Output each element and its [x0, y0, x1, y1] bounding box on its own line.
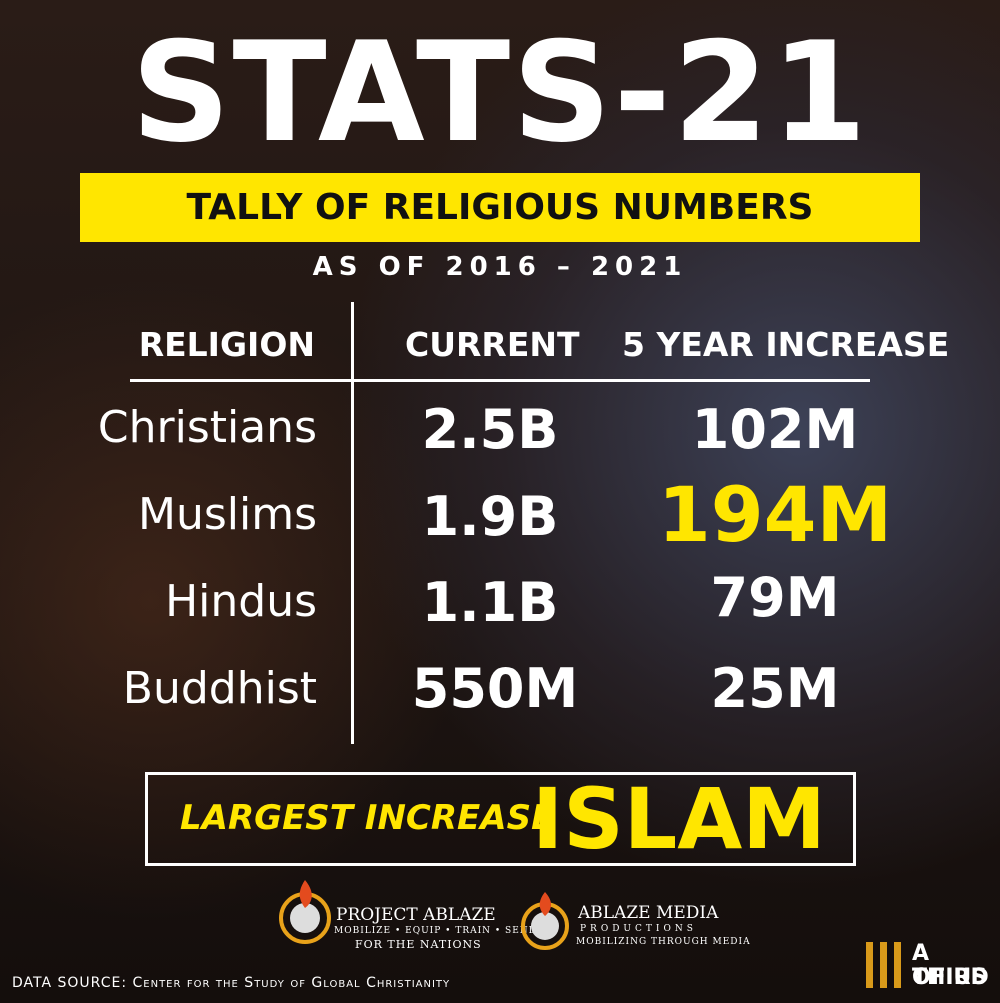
- increase: 194M: [657, 470, 893, 559]
- current: 1.9B: [421, 485, 559, 548]
- logo-icon: [279, 880, 331, 944]
- current: 1.1B: [421, 571, 559, 634]
- highlight-value: ISLAM: [532, 770, 826, 868]
- religion: Buddhist: [122, 663, 317, 714]
- column-header: RELIGION: [138, 325, 315, 364]
- logo-sub: PRODUCTIONS: [580, 924, 697, 934]
- subtitle: TALLY OF RELIGIOUS NUMBERS: [186, 187, 814, 228]
- divider: [130, 379, 870, 382]
- brand-mark: [866, 942, 901, 988]
- logo-icon: [521, 892, 569, 950]
- current: 550M: [411, 657, 579, 720]
- logo-tagline: MOBILIZE • EQUIP • TRAIN • SEND: [334, 926, 537, 936]
- increase: 102M: [691, 398, 859, 461]
- column-header: 5 YEAR INCREASE: [622, 325, 950, 364]
- religion: Hindus: [165, 576, 317, 627]
- highlight-box: [145, 772, 856, 866]
- religion: Christians: [97, 402, 317, 453]
- religion: Muslims: [137, 489, 317, 540]
- logo-name: ABLAZE MEDIA: [578, 903, 719, 923]
- column-header: CURRENT: [405, 325, 580, 364]
- period: AS OF 2016 – 2021: [312, 252, 688, 282]
- highlight-label: LARGEST INCREASE: [180, 798, 555, 838]
- increase: 79M: [710, 566, 840, 629]
- brand: A THIRD: [912, 941, 989, 990]
- logo-tagline: FOR THE NATIONS: [355, 938, 482, 951]
- logo-tagline: MOBILIZING THROUGH MEDIA: [576, 937, 751, 947]
- title: STATS-21: [131, 12, 869, 173]
- subtitle-bar: [80, 173, 920, 242]
- current: 2.5B: [421, 398, 559, 461]
- footer: DATA SOURCE: Center for the Study of Glo…: [12, 975, 451, 991]
- divider: [351, 302, 354, 744]
- logo-name: PROJECT ABLAZE: [336, 905, 496, 925]
- increase: 25M: [710, 657, 840, 720]
- brand: OF US: [912, 965, 988, 990]
